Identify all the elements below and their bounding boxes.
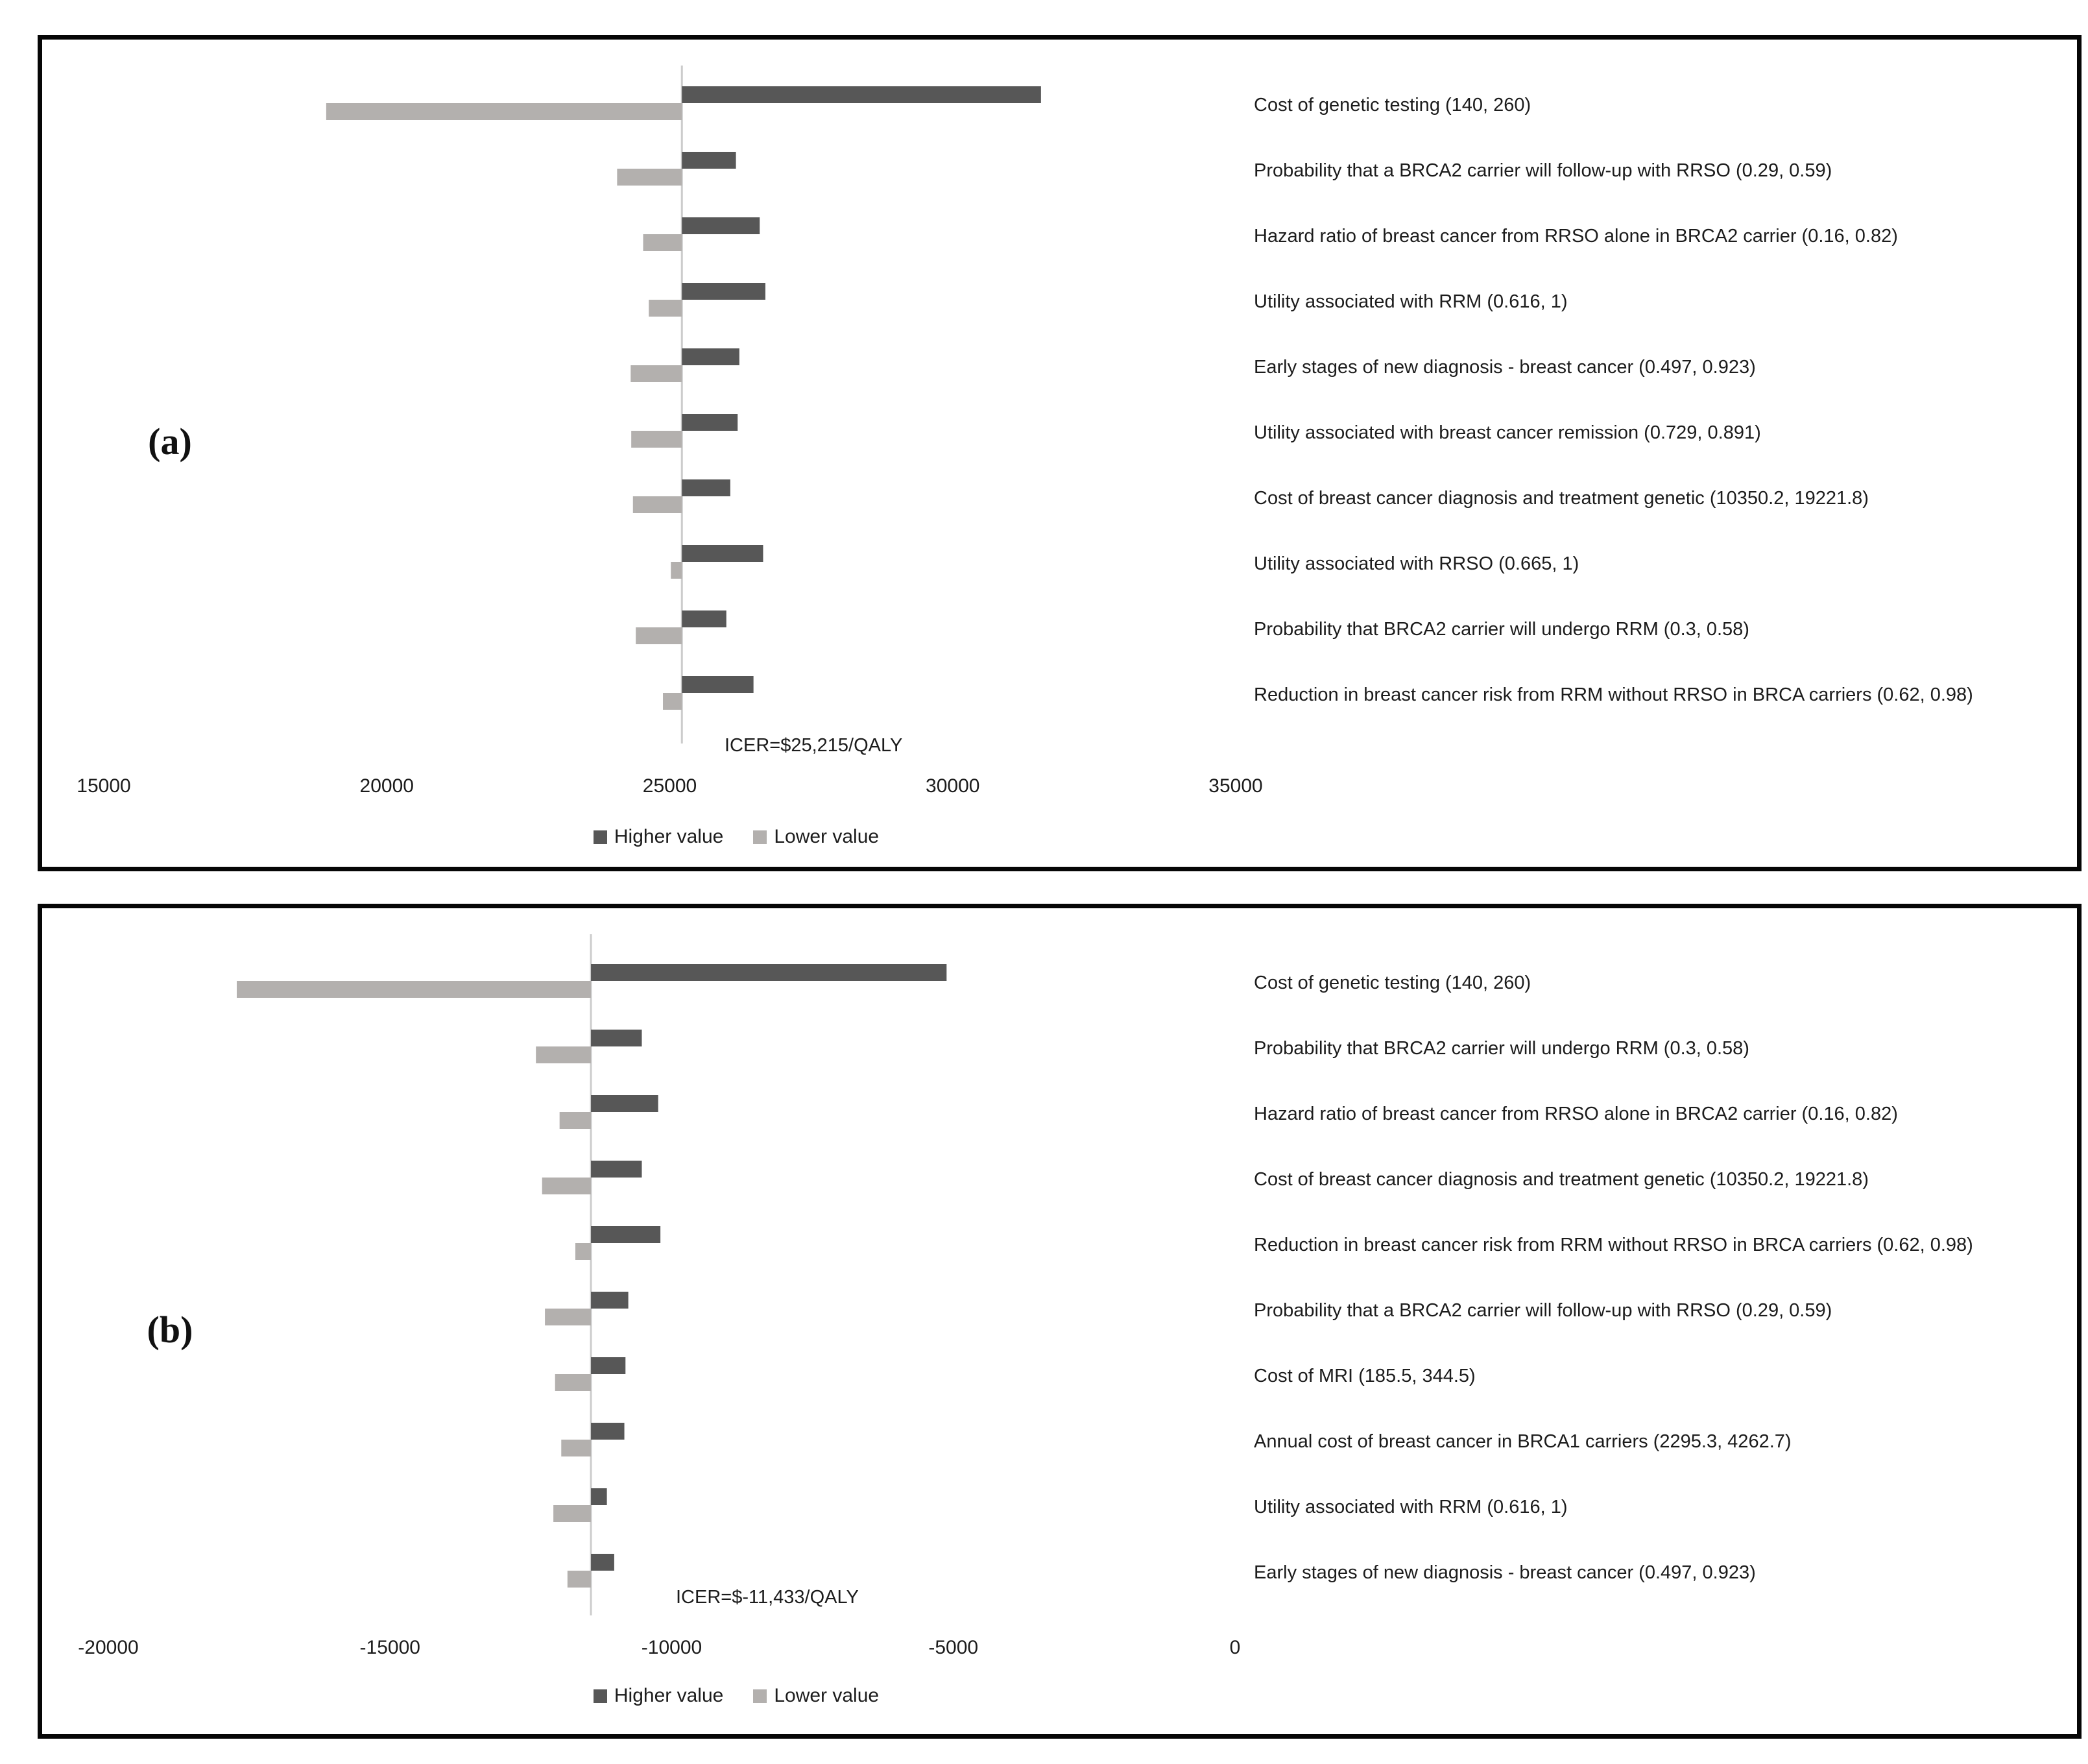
bar-lower-value [553, 1505, 592, 1522]
category-label: Cost of MRI (185.5, 344.5) [1254, 1366, 1476, 1386]
bar-higher-value [591, 1488, 607, 1505]
category-label: Cost of breast cancer diagnosis and trea… [1254, 488, 1869, 509]
x-tick-label: -15000 [360, 1637, 420, 1658]
x-tick-label: 30000 [926, 775, 979, 797]
x-tick-label: -20000 [78, 1637, 138, 1658]
x-tick-label: -10000 [642, 1637, 702, 1658]
bar-lower-value [567, 1571, 592, 1588]
bar-higher-value [682, 152, 736, 169]
bar-lower-value [632, 496, 682, 513]
x-tick-label: 25000 [643, 775, 697, 797]
bar-higher-value [591, 1292, 629, 1309]
bar-higher-value [682, 283, 765, 300]
category-label: Early stages of new diagnosis - breast c… [1254, 357, 1756, 378]
bar-lower-value [630, 365, 682, 382]
legend-entry-lower: Lower value [753, 1685, 879, 1707]
legend-a: Higher value Lower value [42, 826, 1430, 848]
bar-higher-value [682, 414, 738, 431]
bar-higher-value [591, 1095, 658, 1112]
legend-entry-higher: Higher value [593, 826, 724, 848]
bar-lower-value [671, 562, 682, 579]
bar-lower-value [617, 169, 682, 186]
legend-b: Higher value Lower value [42, 1685, 1430, 1707]
legend-entry-lower: Lower value [753, 826, 879, 848]
legend-label-lower: Lower value [774, 826, 880, 847]
bar-lower-value [237, 981, 592, 998]
category-label: Cost of genetic testing (140, 260) [1254, 95, 1531, 115]
bar-lower-value [555, 1374, 592, 1391]
bar-higher-value [591, 1030, 642, 1046]
bar-lower-value [636, 627, 682, 644]
category-label: Utility associated with RRSO (0.665, 1) [1254, 553, 1579, 574]
category-label: Hazard ratio of breast cancer from RRSO … [1254, 1104, 1898, 1124]
category-label: Cost of genetic testing (140, 260) [1254, 973, 1531, 993]
legend-label-higher: Higher value [614, 826, 724, 847]
category-label: Early stages of new diagnosis - breast c… [1254, 1562, 1756, 1583]
legend-label-higher: Higher value [614, 1685, 724, 1706]
bar-lower-value [542, 1178, 592, 1194]
bar-higher-value [591, 1423, 625, 1440]
bar-lower-value [561, 1440, 592, 1456]
icer-annotation-b: ICER=$-11,433/QALY [676, 1587, 859, 1608]
panel-b: Cost of genetic testing (140, 260) Probab… [38, 904, 2082, 1739]
bar-higher-value [682, 86, 1041, 103]
icer-annotation-a: ICER=$25,215/QALY [725, 735, 903, 756]
bar-lower-value [631, 431, 682, 448]
bar-higher-value [682, 348, 739, 365]
bar-higher-value [682, 545, 763, 562]
legend-label-lower: Lower value [774, 1685, 880, 1706]
category-label: Probability that a BRCA2 carrier will fo… [1254, 160, 1832, 181]
panel-a: Cost of genetic testing (140, 260) Probab… [38, 35, 2082, 871]
legend-entry-higher: Higher value [593, 1685, 724, 1707]
bar-lower-value [559, 1112, 592, 1129]
legend-swatch-higher [593, 1689, 607, 1703]
category-label: Probability that BRCA2 carrier will unde… [1254, 1038, 1749, 1059]
bar-higher-value [682, 217, 760, 234]
category-label: Utility associated with RRM (0.616, 1) [1254, 1497, 1568, 1517]
category-label: Annual cost of breast cancer in BRCA1 ca… [1254, 1431, 1792, 1452]
legend-swatch-lower [753, 1689, 767, 1703]
bar-lower-value [575, 1243, 592, 1260]
legend-swatch-higher [593, 830, 607, 844]
bar-lower-value [663, 693, 682, 710]
bar-higher-value [591, 1357, 626, 1374]
category-label: Utility associated with RRM (0.616, 1) [1254, 291, 1568, 312]
legend-swatch-lower [753, 830, 767, 844]
category-label: Probability that a BRCA2 carrier will fo… [1254, 1300, 1832, 1321]
category-label: Utility associated with breast cancer re… [1254, 422, 1761, 443]
bar-higher-value [591, 964, 947, 981]
panel-b-label: (b) [147, 1309, 193, 1351]
bar-lower-value [643, 234, 682, 251]
bar-higher-value [682, 610, 726, 627]
panel-a-label: (a) [148, 420, 192, 463]
x-tick-label: 20000 [360, 775, 414, 797]
x-tick-label: 0 [1230, 1637, 1241, 1658]
category-label: Reduction in breast cancer risk from RRM… [1254, 684, 1973, 705]
tornado-chart-b: Cost of genetic testing (140, 260) Probab… [78, 934, 1973, 1658]
bar-higher-value [591, 1554, 614, 1571]
category-label: Cost of breast cancer diagnosis and trea… [1254, 1169, 1869, 1190]
bar-lower-value [545, 1309, 592, 1325]
category-label: Hazard ratio of breast cancer from RRSO … [1254, 226, 1898, 247]
x-tick-label: 15000 [77, 775, 130, 797]
bar-higher-value [682, 479, 730, 496]
bar-higher-value [591, 1226, 661, 1243]
bar-higher-value [682, 676, 754, 693]
tornado-chart-a: Cost of genetic testing (140, 260) Probab… [77, 66, 1973, 797]
category-label: Probability that BRCA2 carrier will unde… [1254, 619, 1749, 640]
category-label: Reduction in breast cancer risk from RRM… [1254, 1235, 1973, 1255]
bar-higher-value [591, 1161, 642, 1178]
bar-lower-value [326, 103, 682, 120]
x-tick-label: -5000 [928, 1637, 978, 1658]
bar-lower-value [536, 1046, 592, 1063]
x-tick-label: 35000 [1208, 775, 1262, 797]
bar-lower-value [649, 300, 682, 317]
